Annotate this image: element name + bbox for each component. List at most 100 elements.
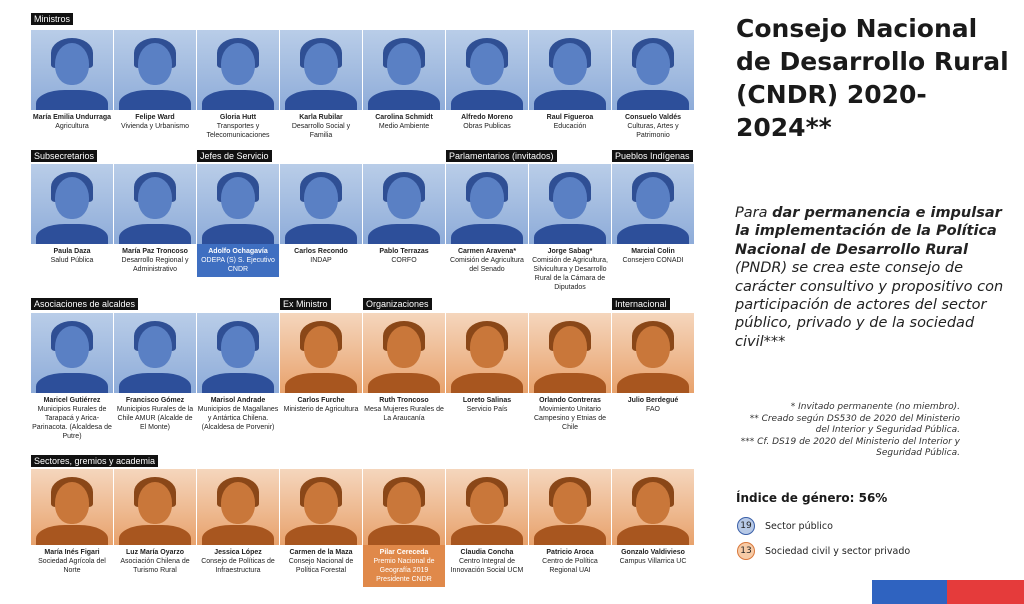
portrait-photo xyxy=(280,313,362,393)
person-name: Patricio Aroca xyxy=(546,549,594,556)
person-name: Consuelo Valdés xyxy=(624,114,682,121)
person-role: Ministerio de Agricultura xyxy=(283,406,359,413)
person-role: Educación xyxy=(553,123,587,130)
person-card: María Inés Figari Sociedad Agrícola del N… xyxy=(31,469,113,575)
legend-label: Sociedad civil y sector privado xyxy=(765,545,911,557)
section-label-parlamentarios: Parlamentarios (invitados) xyxy=(446,150,557,162)
description-emphasis: dar permanencia e impulsar la implementa… xyxy=(735,205,1002,258)
person-name: Raul Figueroa xyxy=(546,114,594,121)
person-name: Felipe Ward xyxy=(135,114,175,121)
legend-label: Sector público xyxy=(765,520,833,532)
person-card: Jessica López Consejo de Políticas de Inf… xyxy=(197,469,279,575)
person-card: Luz María Oyarzo Asociación Chilena de Tu… xyxy=(114,469,196,575)
count-badge: 13 xyxy=(737,542,755,560)
person-role: Consejo de Políticas de Infraestructura xyxy=(201,558,275,574)
section-label-subsecretarios: Subsecretarios xyxy=(31,150,98,162)
portrait-photo xyxy=(446,30,528,110)
person-role: Salud Pública xyxy=(50,257,94,264)
person-name: María Paz Troncoso xyxy=(122,248,188,255)
person-name: Carmen Aravena* xyxy=(457,248,517,255)
person-card: Ruth Troncoso Mesa Mujeres Rurales de La … xyxy=(363,313,445,423)
footnote: ** Creado según DS530 de 2020 del Minist… xyxy=(749,413,960,436)
person-card: Raul Figueroa Educación xyxy=(529,30,611,131)
person-name: Carlos Furche xyxy=(297,397,345,404)
person-name: Carolina Schmidt xyxy=(375,114,433,121)
person-card: Julio Berdegué FAO xyxy=(612,313,694,414)
count-badge: 19 xyxy=(737,517,755,535)
section-label-jefes-de-servicio: Jefes de Servicio xyxy=(197,150,272,162)
description-part: Para xyxy=(735,205,773,221)
portrait-photo xyxy=(363,313,445,393)
person-role: Asociación Chilena de Turismo Rural xyxy=(120,558,190,574)
person-name: María Emilia Undurraga xyxy=(32,114,112,121)
person-name: Pilar Cereceda xyxy=(379,549,429,556)
person-role: Comisión de Agricultura, Silvicultura y … xyxy=(532,257,608,291)
person-card: Carmen de la Maza Consejo Nacional de Pol… xyxy=(280,469,362,575)
portrait-photo xyxy=(529,164,611,244)
person-role: Agricultura xyxy=(55,123,89,130)
portrait-photo xyxy=(529,313,611,393)
portrait-photo xyxy=(280,164,362,244)
person-name: Gloria Hutt xyxy=(219,114,257,121)
person-name: Francisco Gómez xyxy=(125,397,185,404)
person-role: Premio Nacional de Geografía 2019 Presid… xyxy=(373,558,435,583)
portrait-photo xyxy=(363,469,445,545)
person-card: Marcial Colin Consejero CONADI xyxy=(612,164,694,265)
portrait-photo xyxy=(197,469,279,545)
person-role: Mesa Mujeres Rurales de La Araucanía xyxy=(364,406,444,422)
section-label-pueblos-indigenas: Pueblos Indígenas xyxy=(612,150,693,162)
person-name: Carlos Recondo xyxy=(294,248,348,255)
section-label-organizaciones: Organizaciones xyxy=(363,298,432,310)
portrait-photo xyxy=(612,164,694,244)
portrait-photo xyxy=(363,164,445,244)
person-role: Municipios Rurales de Tarapacá y Arica-P… xyxy=(32,406,112,440)
person-card: Loreto Salinas Servicio País xyxy=(446,313,528,414)
description-text: Para dar permanencia e impulsar la imple… xyxy=(735,204,1005,351)
flag-stripe-red xyxy=(947,580,1024,604)
person-role: Centro Integral de Innovación Social UCM xyxy=(450,558,524,574)
person-name: Jessica López xyxy=(214,549,262,556)
legend-item-public: 19 Sector público xyxy=(737,517,833,535)
person-role: Consejero CONADI xyxy=(622,257,684,264)
person-role: Municipios de Magallanes y Antártica Chi… xyxy=(197,406,279,431)
person-card: Jorge Sabag* Comisión de Agricultura, Sil… xyxy=(529,164,611,292)
description-part: (PNDR) se crea este consejo de carácter … xyxy=(735,260,1004,350)
person-role: INDAP xyxy=(310,257,332,264)
portrait-photo xyxy=(114,30,196,110)
portrait-photo xyxy=(446,469,528,545)
section-label-sectores: Sectores, gremios y academia xyxy=(31,455,159,467)
person-name: Luz María Oyarzo xyxy=(126,549,184,556)
person-role: Sociedad Agrícola del Norte xyxy=(38,558,106,574)
footnotes: * Invitado permanente (no miembro). ** C… xyxy=(735,402,960,460)
person-name: Alfredo Moreno xyxy=(461,114,513,121)
person-role: Consejo Nacional de Política Forestal xyxy=(288,558,354,574)
person-name: Orlando Contreras xyxy=(539,397,601,404)
portrait-photo xyxy=(612,469,694,545)
person-name: Marisol Andrade xyxy=(210,397,266,404)
footnote: * Invitado permanente (no miembro). xyxy=(790,402,960,412)
person-name: María Inés Figari xyxy=(44,549,100,556)
section-label-ex-ministro: Ex Ministro xyxy=(280,298,331,310)
person-name: Julio Berdegué xyxy=(627,397,679,404)
portrait-photo xyxy=(612,30,694,110)
person-name: Pablo Terrazas xyxy=(379,248,429,255)
portrait-photo xyxy=(280,469,362,545)
person-card: Consuelo Valdés Culturas, Artes y Patrimo… xyxy=(612,30,694,140)
person-role: FAO xyxy=(645,406,660,413)
person-role: Transportes y Telecomunicaciones xyxy=(206,123,270,139)
person-role: ODEPA (S) S. Ejecutivo CNDR xyxy=(201,257,275,273)
person-name: Paula Daza xyxy=(53,248,91,255)
person-role: Municipios Rurales de la Chile AMUR (Alc… xyxy=(116,406,194,431)
legend-item-private: 13 Sociedad civil y sector privado xyxy=(737,542,910,560)
person-card: Claudia Concha Centro Integral de Innovac… xyxy=(446,469,528,575)
person-role: Vivienda y Urbanismo xyxy=(121,123,189,130)
page-title: Consejo Nacional de Desarrollo Rural (CN… xyxy=(736,14,1009,142)
person-role: CORFO xyxy=(391,257,417,264)
person-name: Marcial Colin xyxy=(631,248,675,255)
portrait-photo xyxy=(31,469,113,545)
person-role: Medio Ambiente xyxy=(378,123,430,130)
person-role: Campus Villarrica UC xyxy=(619,558,687,565)
gender-index: Índice de género: 56% xyxy=(736,491,888,505)
portrait-photo xyxy=(197,313,279,393)
portrait-photo xyxy=(114,164,196,244)
